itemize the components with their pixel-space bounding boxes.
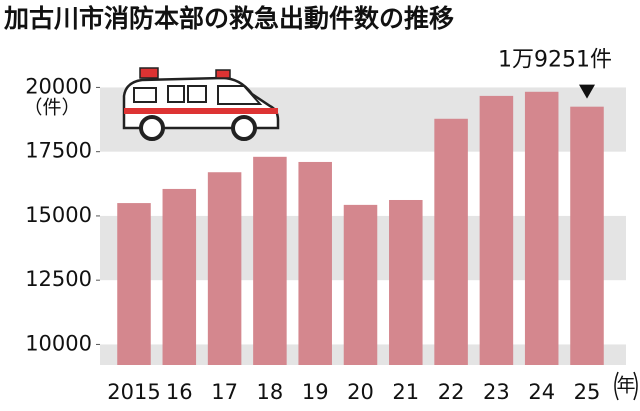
bar xyxy=(434,118,468,365)
x-tick-label: 16 xyxy=(166,380,193,404)
x-tick-label: 17 xyxy=(211,380,238,404)
bar xyxy=(162,188,197,365)
y-tick-label: 15000 xyxy=(25,203,92,227)
bar xyxy=(207,172,242,365)
bar xyxy=(253,156,287,365)
bar xyxy=(389,199,423,365)
x-tick-label: 25 xyxy=(574,380,601,404)
x-tick-label: 22 xyxy=(438,380,465,404)
bar xyxy=(298,161,332,365)
y-tick-label: 17500 xyxy=(25,139,92,163)
x-tick-label: 18 xyxy=(257,380,284,404)
x-tick-label: 20 xyxy=(347,380,374,404)
y-tick-label: 20000 xyxy=(25,74,92,98)
x-tick-label: 21 xyxy=(392,380,419,404)
x-tick-label: 23 xyxy=(483,380,510,404)
ambulance-icon xyxy=(122,67,280,141)
x-tick-label: 2015 xyxy=(107,380,160,404)
y-tick-label: 12500 xyxy=(25,267,92,291)
bar xyxy=(343,204,378,365)
x-tick-label: 19 xyxy=(302,380,329,404)
bar xyxy=(117,203,151,365)
chart-title: 加古川市消防本部の救急出動件数の推移 xyxy=(3,4,454,33)
y-tick-label: 10000 xyxy=(25,331,92,355)
bar xyxy=(524,91,559,366)
x-unit-parens xyxy=(614,371,638,401)
x-unit: 年 xyxy=(616,375,635,397)
x-tick-label: 24 xyxy=(528,380,555,404)
value-label: 1万9251件 xyxy=(498,48,612,73)
y-unit: （件） xyxy=(23,97,80,119)
bar xyxy=(570,106,604,366)
value-arrow xyxy=(579,84,595,99)
bar xyxy=(479,95,514,365)
